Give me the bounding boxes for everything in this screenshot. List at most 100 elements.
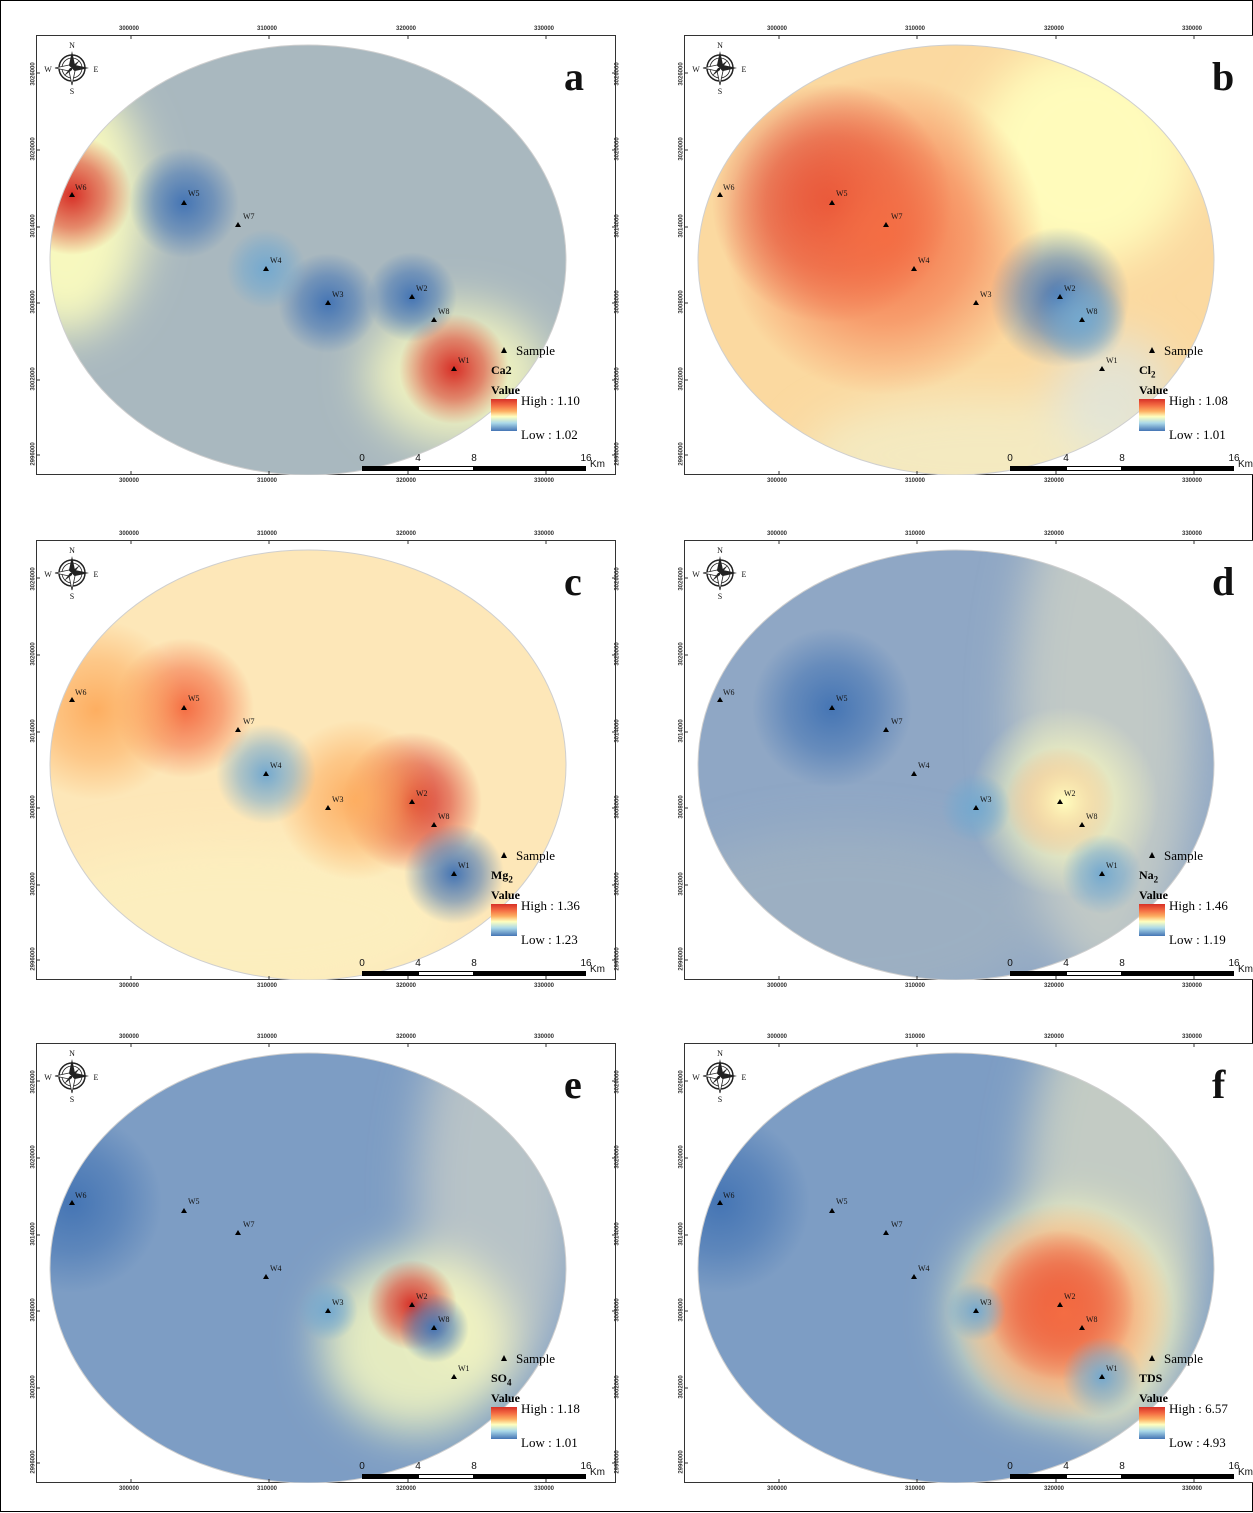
svg-text:W1: W1 (1106, 861, 1118, 870)
legend-parameter: Mg2 (491, 868, 513, 884)
svg-text:W2: W2 (416, 789, 428, 798)
svg-text:W8: W8 (438, 812, 450, 821)
compass-w-label: W (692, 570, 700, 579)
scale-tick-label: 4 (415, 453, 421, 464)
x-axis-label: 330000 (1182, 26, 1202, 32)
svg-text:W7: W7 (891, 1220, 903, 1229)
y-axis-label: 3014000 (615, 719, 621, 742)
svg-text:W8: W8 (438, 307, 450, 316)
scale-tick-label: 0 (359, 453, 365, 464)
y-axis-label: 3026000 (31, 567, 37, 590)
legend-parameter: Cl2 (1139, 363, 1156, 379)
scale-tick-label: 0 (1007, 1461, 1013, 1472)
legend-value-header: Value (491, 888, 520, 903)
svg-text:W2: W2 (416, 1292, 428, 1301)
legend-sample: Sample (1149, 343, 1203, 359)
y-axis-label: 3014000 (679, 1222, 685, 1245)
compass-w-label: W (44, 1073, 52, 1082)
compass-w-label: W (692, 1073, 700, 1082)
compass-w-label: W (44, 570, 52, 579)
y-axis-label: 3020000 (615, 1145, 621, 1168)
compass-s-label: S (718, 592, 722, 601)
scale-unit: Km (590, 459, 605, 470)
y-axis-label: 3002000 (615, 872, 621, 895)
scale-tick-label: 0 (1007, 958, 1013, 969)
scale-tick-label: 0 (359, 1461, 365, 1472)
x-axis-label: 300000 (767, 531, 787, 537)
sample-triangle-icon (501, 1355, 507, 1361)
svg-text:W8: W8 (1086, 1315, 1098, 1324)
compass-e-label: E (94, 570, 99, 579)
svg-text:W7: W7 (891, 717, 903, 726)
legend-color-ramp (1139, 399, 1165, 431)
y-axis-label: 3020000 (31, 137, 37, 160)
sample-triangle-icon (501, 347, 507, 353)
y-axis-label: 3026000 (615, 1070, 621, 1093)
svg-text:W4: W4 (918, 256, 930, 265)
y-axis-label: 3026000 (615, 62, 621, 85)
x-axis-label: 330000 (1182, 531, 1202, 537)
svg-text:W7: W7 (243, 1220, 255, 1229)
sample-triangle-icon (501, 852, 507, 858)
y-axis-label: 3014000 (615, 214, 621, 237)
x-axis-label: 320000 (1044, 478, 1064, 484)
y-axis-label: 3008000 (31, 1298, 37, 1321)
y-axis-label: 3008000 (615, 290, 621, 313)
scale-segment (474, 971, 586, 976)
compass-n-label: N (69, 1049, 75, 1058)
legend-parameter: TDS (1139, 1371, 1162, 1386)
x-axis-label: 330000 (1182, 983, 1202, 989)
compass-w-label: W (692, 65, 700, 74)
x-axis-label: 310000 (905, 478, 925, 484)
svg-text:W8: W8 (438, 1315, 450, 1324)
y-axis-label: 3002000 (31, 367, 37, 390)
x-axis-label: 330000 (1182, 1486, 1202, 1492)
y-axis-label: 2996000 (679, 442, 685, 465)
svg-text:W2: W2 (1064, 789, 1076, 798)
y-axis-label: 2996000 (679, 947, 685, 970)
x-axis-label: 320000 (1044, 26, 1064, 32)
x-axis-label: 320000 (1044, 1034, 1064, 1040)
legend-low-value: Low : 4.93 (1169, 1435, 1226, 1451)
x-axis-label: 300000 (767, 478, 787, 484)
svg-text:W1: W1 (1106, 1364, 1118, 1373)
y-axis-label: 2996000 (615, 947, 621, 970)
y-axis-label: 2996000 (31, 947, 37, 970)
compass-n-label: N (717, 546, 723, 555)
legend-low-value: Low : 1.19 (1169, 932, 1226, 948)
legend-sample: Sample (501, 1351, 555, 1367)
scale-unit: Km (590, 964, 605, 975)
compass-e-label: E (742, 570, 747, 579)
compass-n-label: N (717, 1049, 723, 1058)
legend-value-header: Value (1139, 1391, 1168, 1406)
compass-e-label: E (94, 1073, 99, 1082)
scale-tick-label: 0 (1007, 453, 1013, 464)
svg-text:W6: W6 (723, 183, 735, 192)
legend-low-value: Low : 1.01 (1169, 427, 1226, 443)
x-axis-label: 300000 (119, 478, 139, 484)
legend-value-header: Value (1139, 888, 1168, 903)
svg-text:W6: W6 (723, 1191, 735, 1200)
y-axis-label: 3020000 (679, 1145, 685, 1168)
x-axis-label: 310000 (905, 531, 925, 537)
sample-triangle-icon (1149, 852, 1155, 858)
scale-segment (362, 1474, 418, 1479)
x-axis-label: 330000 (534, 478, 554, 484)
y-axis-label: 3014000 (679, 719, 685, 742)
panel-letter: f (1212, 1061, 1225, 1108)
x-axis-label: 300000 (767, 26, 787, 32)
y-axis-label: 3020000 (615, 137, 621, 160)
y-axis-label: 3002000 (615, 367, 621, 390)
y-axis-label: 3002000 (31, 1375, 37, 1398)
x-axis-label: 300000 (119, 983, 139, 989)
legend-high-value: High : 6.57 (1169, 1401, 1228, 1417)
x-axis-label: 330000 (1182, 478, 1202, 484)
